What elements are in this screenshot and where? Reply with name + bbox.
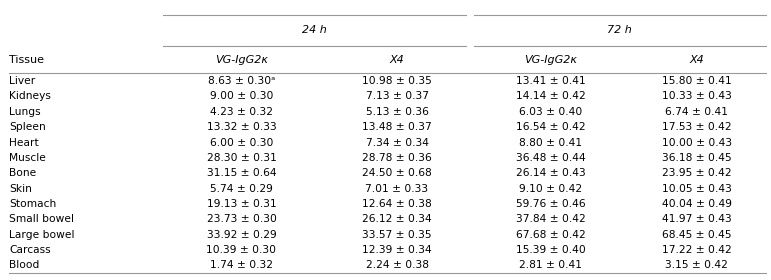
- Text: 3.15 ± 0.42: 3.15 ± 0.42: [665, 260, 728, 270]
- Text: Blood: Blood: [9, 260, 39, 270]
- Text: 10.33 ± 0.43: 10.33 ± 0.43: [662, 92, 732, 101]
- Text: 17.22 ± 0.42: 17.22 ± 0.42: [662, 245, 732, 255]
- Text: 2.24 ± 0.38: 2.24 ± 0.38: [365, 260, 429, 270]
- Text: Spleen: Spleen: [9, 122, 45, 132]
- Text: 13.41 ± 0.41: 13.41 ± 0.41: [516, 76, 585, 86]
- Text: 24.50 ± 0.68: 24.50 ± 0.68: [362, 168, 432, 178]
- Text: Heart: Heart: [9, 137, 39, 148]
- Text: 41.97 ± 0.43: 41.97 ± 0.43: [662, 214, 732, 224]
- Text: 7.34 ± 0.34: 7.34 ± 0.34: [365, 137, 429, 148]
- Text: 37.84 ± 0.42: 37.84 ± 0.42: [516, 214, 585, 224]
- Text: 15.80 ± 0.41: 15.80 ± 0.41: [662, 76, 732, 86]
- Text: 4.23 ± 0.32: 4.23 ± 0.32: [210, 107, 273, 117]
- Text: 10.05 ± 0.43: 10.05 ± 0.43: [662, 184, 732, 194]
- Text: 40.04 ± 0.49: 40.04 ± 0.49: [662, 199, 732, 209]
- Text: 19.13 ± 0.31: 19.13 ± 0.31: [207, 199, 276, 209]
- Text: 36.18 ± 0.45: 36.18 ± 0.45: [662, 153, 732, 163]
- Text: 6.03 ± 0.40: 6.03 ± 0.40: [519, 107, 582, 117]
- Text: Carcass: Carcass: [9, 245, 51, 255]
- Text: 8.63 ± 0.30ᵃ: 8.63 ± 0.30ᵃ: [208, 76, 275, 86]
- Text: 6.00 ± 0.30: 6.00 ± 0.30: [210, 137, 273, 148]
- Text: 59.76 ± 0.46: 59.76 ± 0.46: [516, 199, 585, 209]
- Text: 16.54 ± 0.42: 16.54 ± 0.42: [516, 122, 585, 132]
- Text: 15.39 ± 0.40: 15.39 ± 0.40: [516, 245, 585, 255]
- Text: 12.39 ± 0.34: 12.39 ± 0.34: [362, 245, 432, 255]
- Text: Liver: Liver: [9, 76, 35, 86]
- Text: Stomach: Stomach: [9, 199, 56, 209]
- Text: 7.01 ± 0.33: 7.01 ± 0.33: [365, 184, 429, 194]
- Text: X4: X4: [689, 55, 704, 65]
- Text: 5.74 ± 0.29: 5.74 ± 0.29: [210, 184, 273, 194]
- Text: Skin: Skin: [9, 184, 32, 194]
- Text: 5.13 ± 0.36: 5.13 ± 0.36: [365, 107, 429, 117]
- Text: 36.48 ± 0.44: 36.48 ± 0.44: [516, 153, 585, 163]
- Text: X4: X4: [389, 55, 405, 65]
- Text: 10.39 ± 0.30: 10.39 ± 0.30: [207, 245, 277, 255]
- Text: 1.74 ± 0.32: 1.74 ± 0.32: [210, 260, 273, 270]
- Text: 17.53 ± 0.42: 17.53 ± 0.42: [662, 122, 732, 132]
- Text: 23.95 ± 0.42: 23.95 ± 0.42: [662, 168, 732, 178]
- Text: 28.30 ± 0.31: 28.30 ± 0.31: [207, 153, 276, 163]
- Text: VG-IgG2κ: VG-IgG2κ: [215, 55, 268, 65]
- Text: 26.14 ± 0.43: 26.14 ± 0.43: [516, 168, 585, 178]
- Text: Lungs: Lungs: [9, 107, 41, 117]
- Text: 33.57 ± 0.35: 33.57 ± 0.35: [362, 230, 432, 240]
- Text: 13.48 ± 0.37: 13.48 ± 0.37: [362, 122, 432, 132]
- Text: 67.68 ± 0.42: 67.68 ± 0.42: [516, 230, 585, 240]
- Text: 23.73 ± 0.30: 23.73 ± 0.30: [207, 214, 276, 224]
- Text: 10.00 ± 0.43: 10.00 ± 0.43: [662, 137, 732, 148]
- Text: 24 h: 24 h: [302, 25, 327, 36]
- Text: Tissue: Tissue: [9, 55, 44, 65]
- Text: 8.80 ± 0.41: 8.80 ± 0.41: [519, 137, 582, 148]
- Text: 9.00 ± 0.30: 9.00 ± 0.30: [210, 92, 273, 101]
- Text: Kidneys: Kidneys: [9, 92, 51, 101]
- Text: 12.64 ± 0.38: 12.64 ± 0.38: [362, 199, 432, 209]
- Text: Bone: Bone: [9, 168, 36, 178]
- Text: 33.92 ± 0.29: 33.92 ± 0.29: [207, 230, 276, 240]
- Text: 10.98 ± 0.35: 10.98 ± 0.35: [362, 76, 432, 86]
- Text: 26.12 ± 0.34: 26.12 ± 0.34: [362, 214, 432, 224]
- Text: 9.10 ± 0.42: 9.10 ± 0.42: [519, 184, 582, 194]
- Text: VG-IgG2κ: VG-IgG2κ: [524, 55, 577, 65]
- Text: 31.15 ± 0.64: 31.15 ± 0.64: [207, 168, 276, 178]
- Text: 68.45 ± 0.45: 68.45 ± 0.45: [662, 230, 732, 240]
- Text: 13.32 ± 0.33: 13.32 ± 0.33: [207, 122, 276, 132]
- Text: 72 h: 72 h: [608, 25, 632, 36]
- Text: 14.14 ± 0.42: 14.14 ± 0.42: [516, 92, 585, 101]
- Text: 7.13 ± 0.37: 7.13 ± 0.37: [365, 92, 429, 101]
- Text: 6.74 ± 0.41: 6.74 ± 0.41: [665, 107, 728, 117]
- Text: 2.81 ± 0.41: 2.81 ± 0.41: [519, 260, 582, 270]
- Text: Large bowel: Large bowel: [9, 230, 75, 240]
- Text: Small bowel: Small bowel: [9, 214, 74, 224]
- Text: Muscle: Muscle: [9, 153, 46, 163]
- Text: 28.78 ± 0.36: 28.78 ± 0.36: [362, 153, 432, 163]
